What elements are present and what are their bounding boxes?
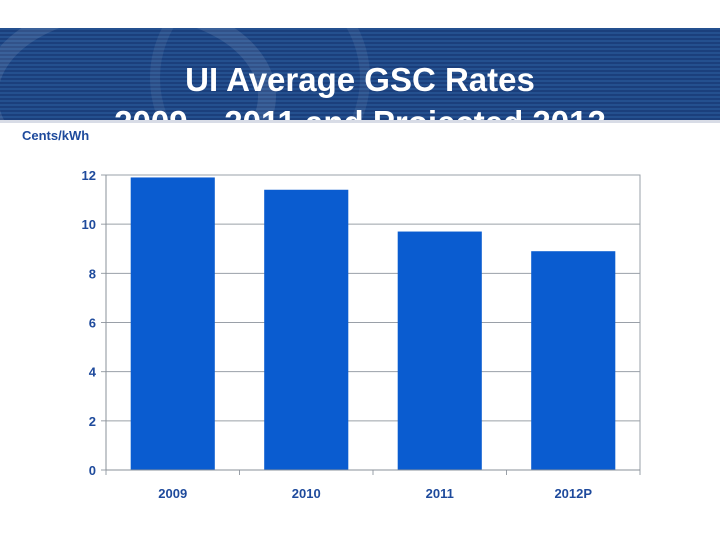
title-banner: UI Average GSC Rates 2009 – 2011 and Pro…	[0, 28, 720, 120]
bar-2010	[264, 189, 349, 470]
banner-decoration	[150, 28, 370, 120]
y-tick-label: 6	[89, 316, 96, 331]
x-tick-label: 2011	[426, 486, 454, 501]
x-tick-label: 2012P	[554, 486, 592, 501]
y-tick-label: 10	[82, 217, 96, 232]
title-line-1: UI Average GSC Rates	[185, 61, 535, 98]
y-tick-label: 0	[89, 463, 96, 478]
title-line-2: 2009 – 2011 and Projected 2012	[0, 101, 720, 120]
y-tick-label: 2	[89, 414, 96, 429]
tick-labels: 0 2 4 6 8 10 12 2009 2010 2011 2012P	[82, 168, 593, 501]
bar-2012P	[531, 251, 616, 470]
bar-2011	[397, 231, 482, 470]
bars	[130, 177, 616, 471]
x-tick-label: 2010	[292, 486, 321, 501]
x-tick-label: 2009	[158, 486, 187, 501]
axes	[101, 174, 641, 475]
y-tick-label: 8	[89, 266, 96, 281]
bar-2009	[130, 177, 215, 471]
slide-title: UI Average GSC Rates 2009 – 2011 and Pro…	[0, 58, 720, 120]
y-tick-label: 12	[82, 168, 96, 183]
y-tick-label: 4	[89, 365, 97, 380]
title-rule	[0, 120, 720, 123]
y-axis-label: Cents/kWh	[22, 128, 90, 143]
